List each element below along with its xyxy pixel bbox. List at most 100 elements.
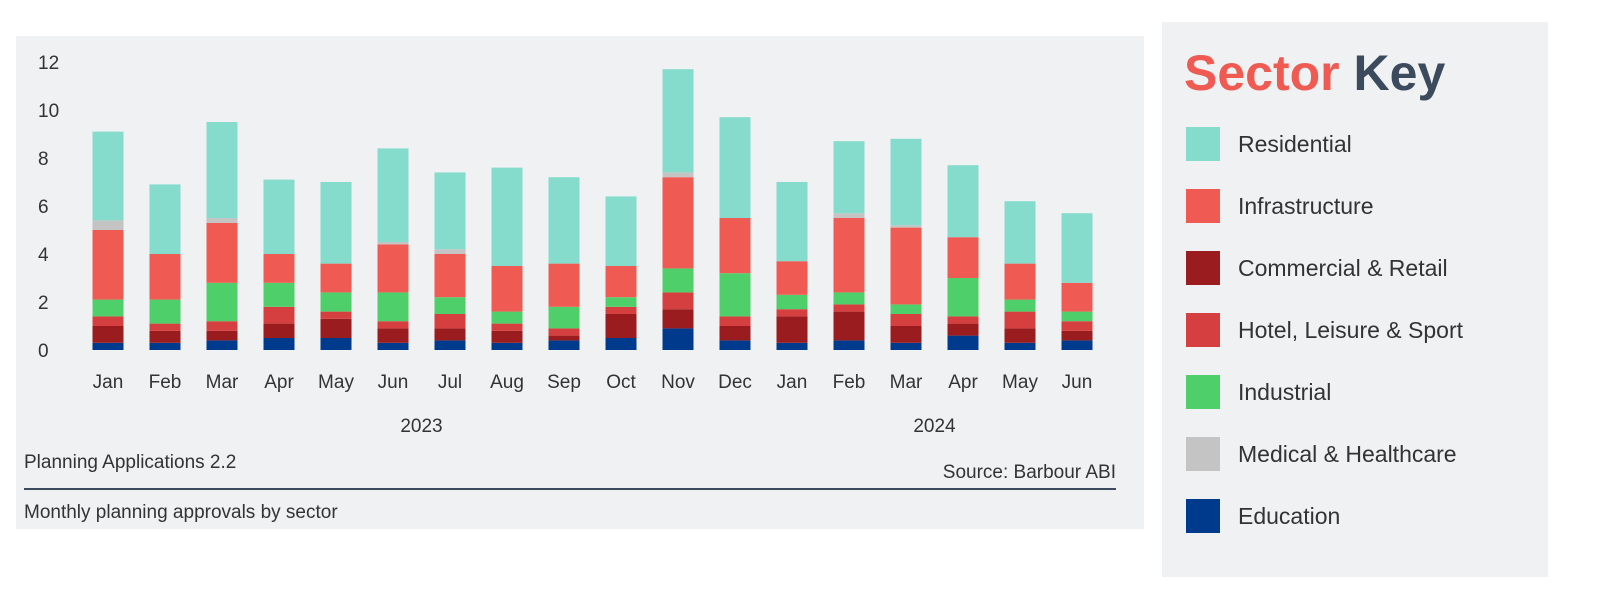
x-tick-label: Jun — [378, 372, 409, 393]
bar-segment — [320, 318, 352, 338]
bar-segment — [890, 314, 922, 326]
x-tick-label: Apr — [948, 372, 978, 393]
bar-segment — [263, 323, 295, 338]
bar-segment — [1061, 321, 1093, 331]
x-tick-label: Jul — [438, 372, 462, 393]
bar-stack — [377, 148, 409, 350]
year-label: 2023 — [400, 416, 442, 437]
bar-segment — [491, 323, 523, 331]
bar-stack — [890, 138, 922, 350]
bar-segment — [263, 254, 295, 283]
x-tick-label: Dec — [718, 372, 752, 393]
bar-segment — [434, 254, 466, 298]
key-swatch — [1186, 127, 1220, 161]
bar-segment — [890, 342, 922, 350]
bar-segment — [320, 182, 352, 264]
bar-segment — [776, 342, 808, 350]
bar-segment — [947, 278, 979, 317]
bar-stack — [149, 184, 181, 350]
bar-segment — [890, 225, 922, 228]
x-tick-label: Mar — [890, 372, 923, 393]
bar-segment — [1061, 213, 1093, 283]
bar-segment — [719, 218, 751, 274]
divider — [24, 488, 1116, 490]
bar-segment — [1061, 340, 1093, 350]
figure-subtitle: Monthly planning approvals by sector — [24, 502, 338, 523]
chart-panel: 0 2 4 6 8 10 12 Jan Feb Mar Apr May Jun Jul Aug Sep Oct… — [16, 36, 1144, 529]
x-tick-label: Jan — [93, 372, 124, 393]
bar-segment — [149, 323, 181, 331]
x-tick-label: May — [1002, 372, 1038, 393]
y-tick-label: 12 — [38, 53, 59, 74]
bar-segment — [947, 316, 979, 324]
bar-segment — [662, 177, 694, 269]
bar-segment — [263, 306, 295, 324]
bar-segment — [833, 304, 865, 312]
bar-segment — [206, 340, 238, 350]
bar-segment — [890, 326, 922, 343]
bar-segment — [1061, 330, 1093, 341]
bar-segment — [719, 117, 751, 218]
bar-stack — [434, 172, 466, 350]
bar-segment — [776, 182, 808, 262]
bar-segment — [833, 340, 865, 350]
bar-segment — [206, 222, 238, 283]
bar-segment — [947, 323, 979, 336]
figure-source: Source: Barbour ABI — [942, 462, 1116, 483]
figure-title: Planning Applications 2.2 — [24, 452, 237, 473]
bar-segment — [377, 321, 409, 329]
key-swatch — [1186, 375, 1220, 409]
x-tick-label: Apr — [264, 372, 294, 393]
bar-segment — [890, 227, 922, 305]
bar-segment — [92, 299, 124, 317]
x-tick-label: Sep — [547, 372, 581, 393]
bar-segment — [662, 292, 694, 310]
bar-stack — [263, 179, 295, 350]
bar-segment — [662, 268, 694, 293]
bar-segment — [434, 249, 466, 254]
bar-segment — [947, 165, 979, 238]
bar-segment — [1061, 282, 1093, 312]
y-tick-label: 2 — [38, 293, 49, 314]
bar-segment — [491, 330, 523, 343]
key-swatch — [1186, 313, 1220, 347]
bar-stack — [1004, 201, 1036, 350]
year-labels: 2023 2024 — [400, 416, 956, 437]
bar-segment — [890, 138, 922, 226]
bar-segment — [662, 69, 694, 173]
bar-segment — [776, 261, 808, 295]
bar-segment — [548, 340, 580, 350]
bar-segment — [491, 266, 523, 312]
x-tick-label: May — [318, 372, 354, 393]
bar-segment — [605, 266, 637, 298]
y-tick-label: 0 — [38, 341, 49, 362]
bar-segment — [206, 282, 238, 322]
x-tick-label: Feb — [149, 372, 182, 393]
bar-segment — [1004, 299, 1036, 312]
bar-segment — [377, 244, 409, 293]
x-tick-label: Feb — [833, 372, 866, 393]
x-tick-label: Aug — [490, 372, 524, 393]
bar-segment — [263, 179, 295, 254]
key-label: Medical & Healthcare — [1238, 441, 1457, 467]
bar-segment — [149, 184, 181, 254]
bar-segment — [434, 172, 466, 250]
bar-segment — [434, 340, 466, 350]
bar-segment — [320, 263, 352, 293]
bar-segment — [377, 328, 409, 343]
bar-segment — [320, 292, 352, 312]
bar-segment — [434, 328, 466, 341]
y-tick-label: 6 — [38, 197, 49, 218]
bar-segment — [1004, 342, 1036, 350]
bar-segment — [491, 167, 523, 266]
bar-segment — [776, 294, 808, 310]
bar-stack — [92, 131, 124, 350]
bar-segment — [1004, 328, 1036, 343]
bar-segment — [491, 342, 523, 350]
bars — [92, 69, 1093, 350]
bar-stack — [719, 117, 751, 350]
bar-stack — [833, 141, 865, 350]
bar-segment — [149, 299, 181, 324]
bar-segment — [548, 177, 580, 264]
bar-segment — [263, 282, 295, 307]
